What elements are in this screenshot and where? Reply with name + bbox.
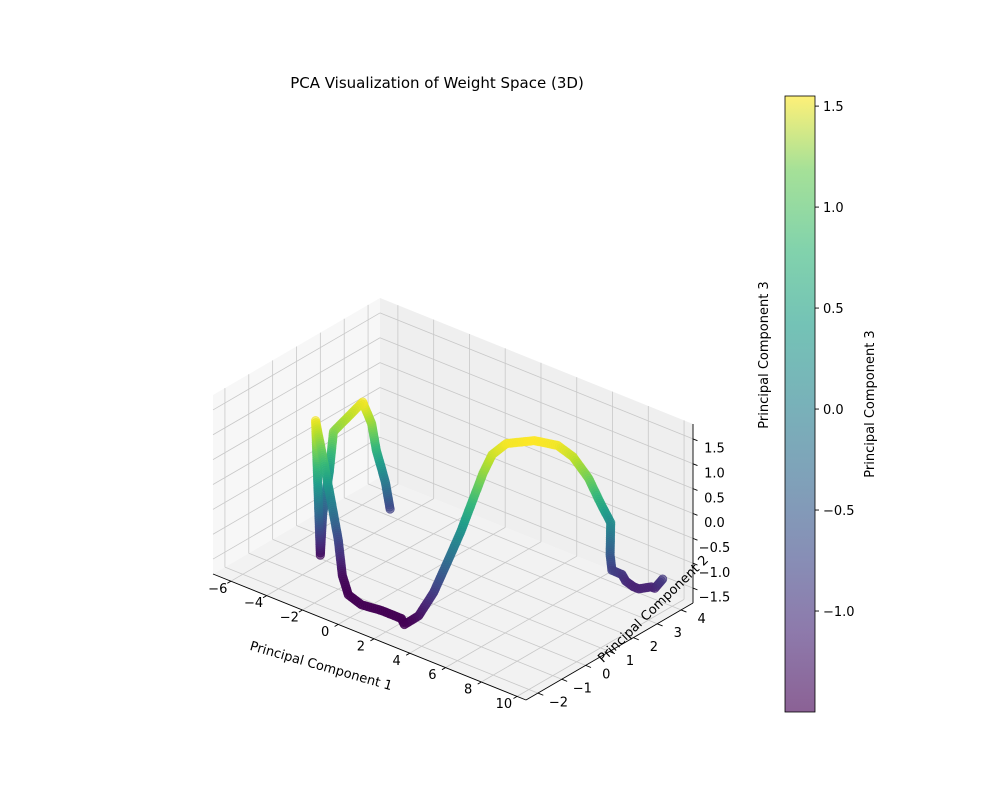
x-tick-label: 10 xyxy=(496,697,513,712)
x-tick-label: 0 xyxy=(321,625,329,640)
colorbar-tick-label: −1.0 xyxy=(823,605,855,620)
colorbar-gradient xyxy=(785,96,815,712)
z-tick-label: 1.0 xyxy=(704,466,725,481)
gridline-z-back xyxy=(379,387,694,514)
gridline-z-back xyxy=(379,436,694,564)
gridline-z-left xyxy=(212,436,381,535)
x-tick-mark xyxy=(334,624,339,627)
gridline-z-back xyxy=(379,461,694,589)
y-tick-label: 2 xyxy=(650,640,658,655)
gridline-y-floor xyxy=(224,566,539,694)
y-tick-mark xyxy=(585,664,592,668)
y-tick-label: 3 xyxy=(674,626,682,641)
colorbar-ticks: −1.0 −0.5 0.0 0.5 1.0 1.5 xyxy=(815,100,855,620)
colorbar-frame xyxy=(784,95,816,713)
x-tick-mark xyxy=(370,638,375,642)
gridline-z-left xyxy=(212,312,381,411)
chart-title: PCA Visualization of Weight Space (3D) xyxy=(290,74,584,92)
x-tick-mark xyxy=(441,667,446,671)
colorbar-tick-label: 1.5 xyxy=(823,100,844,115)
y-tick-mark xyxy=(561,678,568,682)
z-tick-mark xyxy=(692,537,698,541)
colorbar-tick-label: 1.0 xyxy=(823,201,844,216)
z-tick-label: 0.5 xyxy=(704,491,725,506)
colorbar-tick-label: 0.0 xyxy=(823,403,844,418)
z-tick-mark xyxy=(692,488,698,491)
gridline-z-left xyxy=(212,412,381,510)
gridline-z-back xyxy=(379,411,694,539)
x-tick-mark xyxy=(227,580,232,584)
y-tick-label: 1 xyxy=(626,654,634,669)
data-points xyxy=(310,397,668,630)
gridline-z-left xyxy=(212,362,381,460)
x-tick-mark xyxy=(513,696,518,699)
z-tick-mark xyxy=(692,438,698,442)
colorbar-label: Principal Component 3 xyxy=(863,330,878,477)
gridline-z-left xyxy=(212,387,381,485)
x-tick-label: 4 xyxy=(392,654,400,669)
y-tick-label: 0 xyxy=(602,668,610,683)
z-tick-label: −1.5 xyxy=(699,591,731,606)
z-tick-mark xyxy=(692,513,698,516)
z-tick-label: 0.0 xyxy=(704,516,725,531)
gridline-z-back xyxy=(379,312,694,440)
gridline-z-back xyxy=(379,337,694,465)
x-tick-mark xyxy=(405,652,410,656)
y-tick-mark xyxy=(537,692,544,696)
x-tick-label: −2 xyxy=(280,611,299,626)
x-tick-label: 2 xyxy=(357,639,365,654)
y-tick-label: −1 xyxy=(573,681,592,696)
z-tick-mark xyxy=(692,562,698,566)
gridline-z-left xyxy=(212,337,381,436)
colorbar-tick-label: −0.5 xyxy=(823,504,855,519)
gridline-y-floor xyxy=(344,497,658,625)
y-tick-label: 4 xyxy=(697,612,705,627)
z-tick-label: −1.0 xyxy=(699,566,731,581)
gridline-z-left xyxy=(212,461,381,560)
x-axis-label: Principal Component 1 xyxy=(248,639,394,694)
x-tick-label: 8 xyxy=(464,683,472,698)
x-tick-mark xyxy=(298,609,303,613)
y-tick-label: −2 xyxy=(549,695,568,710)
x-tick-label: −4 xyxy=(244,596,263,611)
z-axis-label: Principal Component 3 xyxy=(757,281,772,428)
x-axis-line xyxy=(212,573,527,701)
gridline-y-floor xyxy=(320,511,634,639)
x-tick-label: 6 xyxy=(428,668,436,683)
y-tick-mark xyxy=(609,651,616,655)
x-tick-mark xyxy=(477,681,482,685)
y-tick-mark xyxy=(657,623,663,627)
x-tick-mark xyxy=(262,595,267,599)
z-tick-mark xyxy=(692,587,698,591)
x-tick-label: −6 xyxy=(208,582,227,597)
colorbar: −1.0 −0.5 0.0 0.5 1.0 1.5 Principal Component… xyxy=(784,95,878,713)
data-point xyxy=(657,574,668,584)
colorbar-tick-label: 0.5 xyxy=(823,302,844,317)
y-tick-mark xyxy=(633,637,639,641)
gridline-z-back xyxy=(379,362,694,490)
z-tick-mark xyxy=(692,463,698,466)
gridline-y-floor xyxy=(296,525,610,652)
y-tick-mark xyxy=(680,609,687,613)
z-tick-label: −0.5 xyxy=(699,541,731,556)
z-tick-label: 1.5 xyxy=(704,442,725,457)
